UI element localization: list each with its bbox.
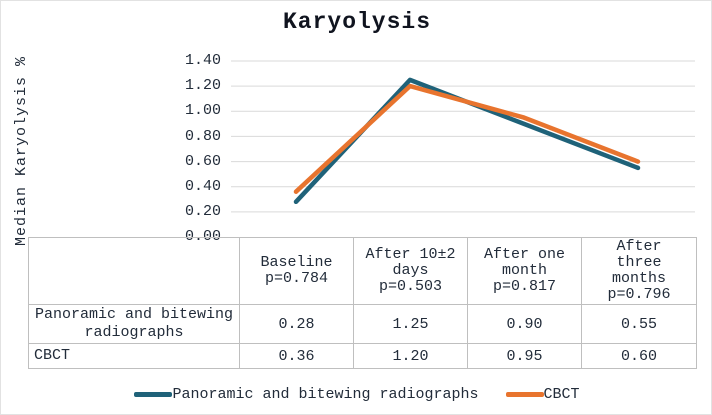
y-axis-title: Median Karyolysis %: [13, 55, 30, 247]
table-corner-cell: [28, 237, 240, 305]
table-row: Panoramic and bitewing radiographs 0.28 …: [28, 304, 697, 344]
y-tick-label: 1.40: [184, 52, 221, 69]
table-cell: 0.95: [467, 343, 582, 369]
legend-label: CBCT: [543, 386, 580, 403]
y-tick-label: 0.20: [184, 203, 221, 220]
series1-line-swatch-icon: [134, 392, 173, 397]
table-cell: 0.55: [581, 304, 697, 344]
chart-legend: Panoramic and bitewing radiographs CBCT: [1, 386, 711, 403]
y-tick-label: 0.60: [184, 153, 221, 170]
series2-line-swatch-icon: [505, 392, 544, 397]
table-cell: 0.28: [239, 304, 354, 344]
table-col-header: After three months p=0.796: [581, 237, 697, 305]
table-cell: 1.25: [353, 304, 468, 344]
row-label: CBCT: [28, 343, 240, 369]
data-table: Baseline p=0.784 After 10±2 days p=0.503…: [28, 237, 697, 369]
table-col-header: After one month p=0.817: [467, 237, 582, 305]
y-tick-label: 0.80: [184, 128, 221, 145]
table-cell: 0.90: [467, 304, 582, 344]
legend-item: CBCT: [505, 386, 580, 403]
series-line-2: [293, 83, 641, 194]
legend-label: Panoramic and bitewing radiographs: [172, 386, 479, 403]
row-label: Panoramic and bitewing radiographs: [28, 304, 240, 344]
y-tick-label: 1.00: [184, 102, 221, 119]
series-line-1: [293, 77, 641, 205]
table-header-row: Baseline p=0.784 After 10±2 days p=0.503…: [28, 237, 697, 305]
table-cell: 1.20: [353, 343, 468, 369]
legend-item: Panoramic and bitewing radiographs: [134, 386, 479, 403]
y-tick-label: 0.40: [184, 178, 221, 195]
table-cell: 0.36: [239, 343, 354, 369]
chart-title: Karyolysis: [282, 9, 432, 35]
table-row: CBCT 0.36 1.20 0.95 0.60: [28, 343, 697, 369]
table-cell: 0.60: [581, 343, 697, 369]
table-col-header: Baseline p=0.784: [239, 237, 354, 305]
y-tick-label: 1.20: [184, 77, 221, 94]
table-col-header: After 10±2 days p=0.503: [353, 237, 468, 305]
